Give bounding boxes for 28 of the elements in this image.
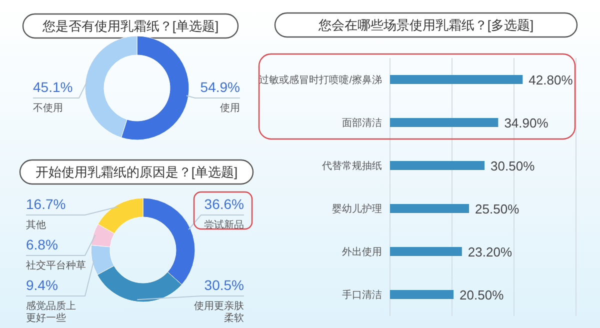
slice-label: 感觉品质上更好一些 (26, 300, 76, 324)
data-label: 16.7% (26, 196, 66, 212)
slice-label: 使用更亲肤柔软 (194, 300, 244, 324)
y-tick-label: 婴幼儿护理 (332, 203, 382, 215)
data-label: 9.4% (26, 277, 58, 293)
data-label: 34.90% (504, 116, 549, 130)
chart-title: 开始使用乳霜纸的原因是？[单选题] (35, 164, 238, 180)
data-label: 42.80% (528, 72, 574, 88)
y-tick-label: 手口清洁 (342, 289, 382, 301)
chart-title: 您会在哪些场景使用乳霜纸？[多选题] (317, 18, 534, 32)
slice-label: 社交平台种草 (26, 260, 86, 272)
y-tick-label: 面部清洁 (342, 117, 382, 129)
y-tick-label: 过敏或感冒时打喷嚏/擦鼻涕 (259, 74, 382, 86)
data-label: 54.9% (200, 79, 240, 95)
slice-label: 其他 (26, 219, 46, 231)
slice-label: 使用 (220, 103, 240, 114)
data-label: 45.1% (33, 79, 73, 95)
data-label: 30.50% (490, 158, 536, 174)
data-label: 6.8% (26, 236, 58, 252)
chart-title: 您是否有使用乳霜纸？[单选题] (41, 18, 219, 34)
data-label: 36.6% (204, 196, 244, 212)
data-label: 25.50% (475, 202, 520, 216)
slice-label: 不使用 (33, 103, 63, 114)
y-tick-label: 外出使用 (342, 246, 382, 258)
data-label: 20.50% (460, 288, 504, 302)
y-tick-label: 代替常规抽纸 (321, 160, 382, 172)
data-label: 23.20% (468, 244, 512, 260)
data-label: 30.5% (204, 277, 244, 293)
